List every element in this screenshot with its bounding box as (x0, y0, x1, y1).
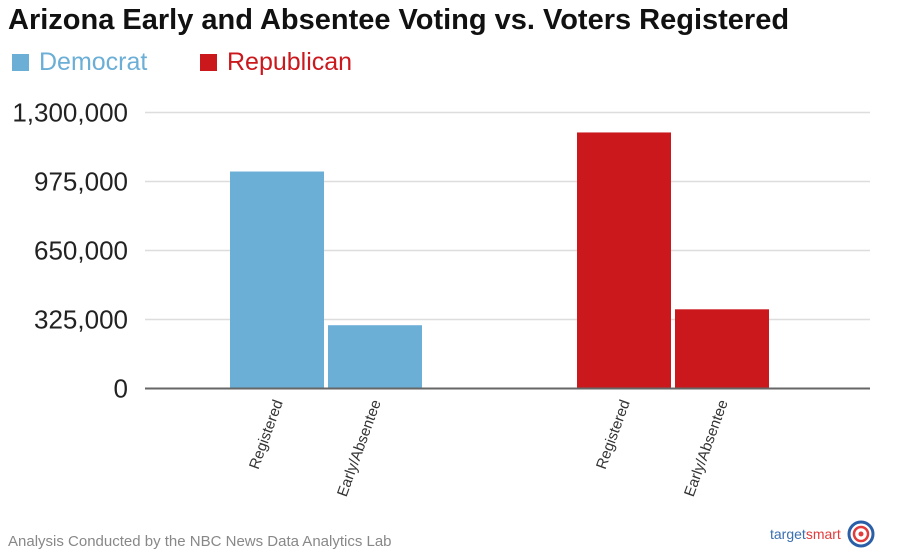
x-tick-label: Registered (246, 398, 287, 472)
bar-democrat-registered (230, 171, 324, 389)
y-tick-label: 1,300,000 (12, 98, 128, 128)
logo-text-smart: smart (805, 526, 841, 542)
y-tick-label: 325,000 (34, 305, 128, 335)
y-tick-label: 975,000 (34, 167, 128, 197)
y-tick-label: 0 (114, 374, 128, 404)
legend-swatch-republican (200, 54, 217, 71)
x-tick-label: Registered (593, 398, 634, 472)
legend-label-democrat: Democrat (39, 48, 148, 76)
bar-republican-early-absentee (675, 309, 769, 389)
legend-swatch-democrat (12, 54, 29, 71)
footer-credit: Analysis Conducted by the NBC News Data … (8, 533, 392, 550)
x-tick-label: Early/Absentee (334, 398, 385, 499)
y-tick-label: 650,000 (34, 236, 128, 266)
bar-republican-registered (577, 132, 671, 389)
target-icon (847, 520, 875, 548)
legend-label-republican: Republican (227, 48, 353, 76)
chart-title: Arizona Early and Absentee Voting vs. Vo… (8, 4, 790, 36)
bar-democrat-early-absentee (328, 325, 422, 389)
logo-text-target: target (770, 526, 806, 542)
x-tick-label: Early/Absentee (681, 398, 732, 499)
targetsmart-logo: target smart (770, 520, 875, 548)
legend-item-republican: Republican (200, 48, 352, 77)
legend-item-democrat: Democrat (12, 48, 147, 77)
